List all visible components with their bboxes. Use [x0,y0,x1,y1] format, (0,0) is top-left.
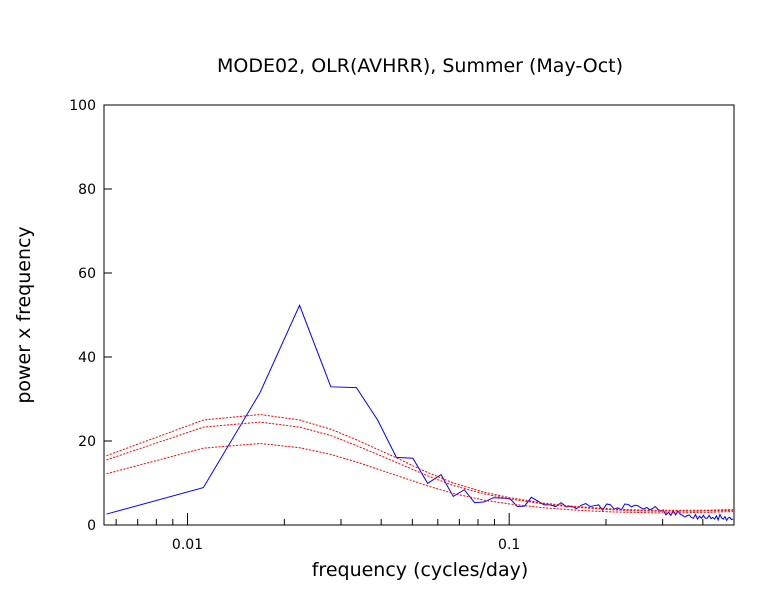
y-tick-label: 40 [78,350,96,366]
y-axis-label: power x frequency [13,226,35,403]
y-tick-label: 60 [78,266,96,282]
spectrum-line [106,304,734,522]
y-tick-label: 100 [69,98,96,114]
y-tick-label: 0 [87,518,96,534]
y-tick-label: 80 [78,182,96,198]
significance-curve-3 [106,443,734,514]
chart-title: MODE02, OLR(AVHRR), Summer (May-Oct) [217,55,623,77]
x-axis-label: frequency (cycles/day) [312,559,529,581]
y-tick-label: 20 [78,434,96,450]
y-axis: 0 20 40 60 80 100 [69,98,112,534]
series-layer [106,304,734,522]
x-tick-label: 0.01 [172,537,203,553]
x-tick-label: 0.1 [498,537,520,553]
significance-curve-1 [106,414,734,511]
x-axis: 0.01 0.1 [115,513,735,553]
significance-curve-2 [106,421,734,512]
plot-frame [103,104,735,526]
